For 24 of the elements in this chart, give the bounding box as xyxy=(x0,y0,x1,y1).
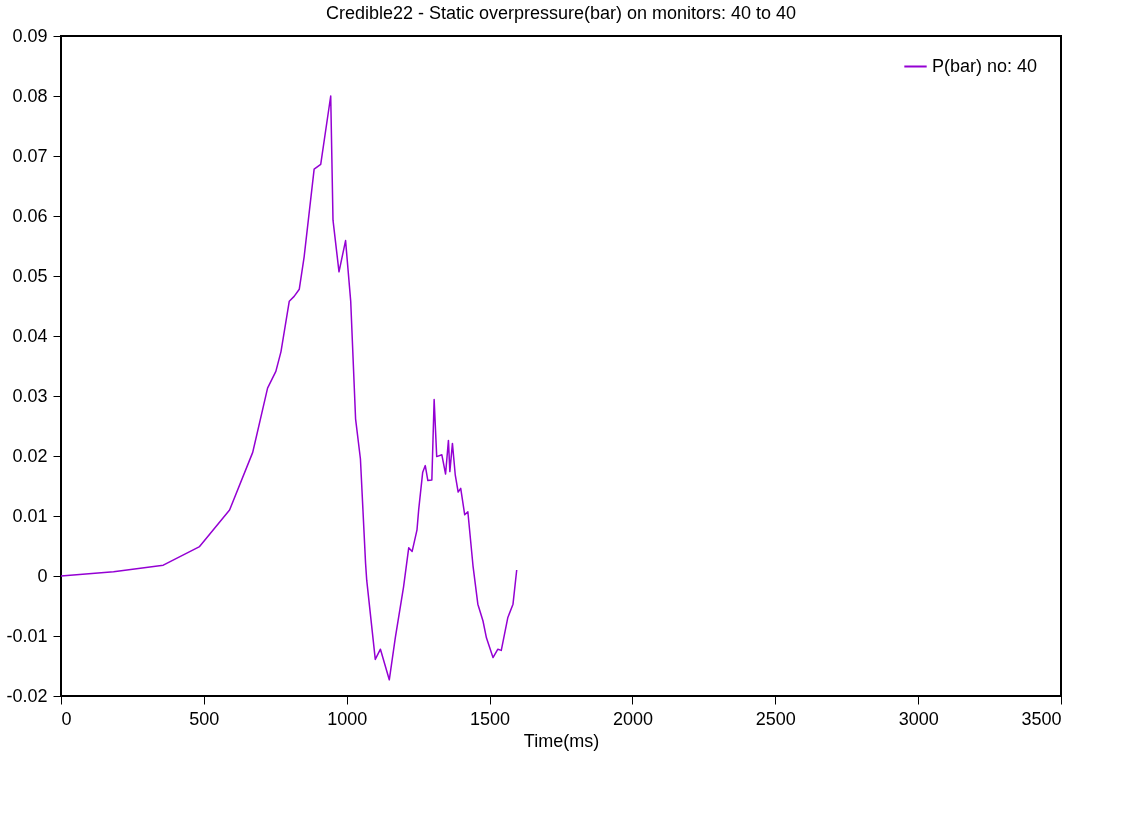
x-tick-label: 3000 xyxy=(898,708,939,729)
y-tick-label: 0.03 xyxy=(12,385,48,406)
y-tick-label: 0.09 xyxy=(12,25,48,46)
y-tick-label: -0.02 xyxy=(6,685,48,706)
x-axis-title: Time(ms) xyxy=(523,730,600,751)
line-series xyxy=(60,95,518,681)
y-tick-label: 0.01 xyxy=(12,505,48,526)
y-tick-label: 0.04 xyxy=(12,325,48,346)
x-tick-label: 1500 xyxy=(470,708,511,729)
y-tick-label: 0.08 xyxy=(12,85,48,106)
x-tick-label: 0 xyxy=(61,708,72,729)
y-tick-label: 0.02 xyxy=(12,445,48,466)
y-tick-label: 0.05 xyxy=(12,265,48,286)
x-tick-label: 2500 xyxy=(755,708,796,729)
x-tick-label: 1000 xyxy=(327,708,368,729)
y-tick-label: -0.01 xyxy=(6,625,48,646)
x-tick-label: 3500 xyxy=(1021,708,1062,729)
y-tick-label: 0 xyxy=(37,565,48,586)
x-tick-label: 2000 xyxy=(612,708,653,729)
chart-title: Credible22 - Static overpressure(bar) on monitors: 40 to 40 xyxy=(325,3,797,23)
legend-label: P(bar) no: 40 xyxy=(932,55,1038,76)
x-tick-label: 500 xyxy=(189,708,220,729)
y-tick-label: 0.06 xyxy=(12,205,48,226)
y-tick-label: 0.07 xyxy=(12,145,48,166)
